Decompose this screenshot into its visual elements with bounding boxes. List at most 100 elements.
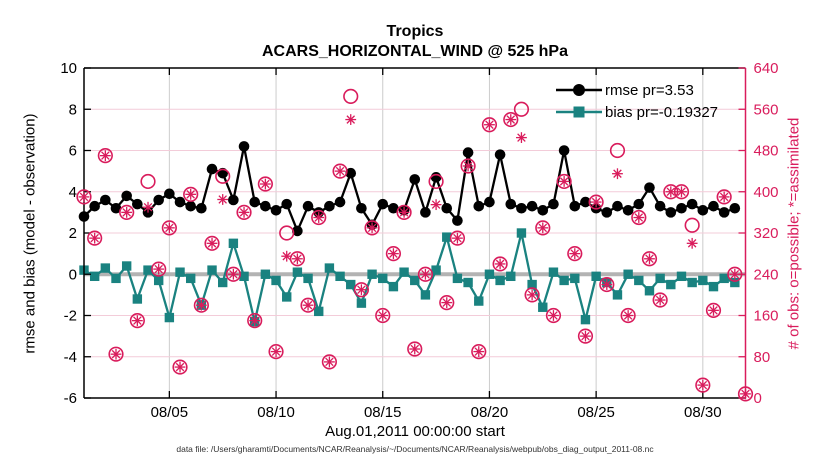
bias-point <box>303 273 313 284</box>
obs-possible-marker <box>215 168 231 184</box>
bias-point <box>474 296 484 306</box>
bias-point <box>463 277 473 288</box>
obs-assimilated-marker <box>195 299 207 311</box>
bias-point <box>164 312 175 323</box>
bias-point <box>282 292 292 302</box>
obs-possible-marker <box>183 186 199 202</box>
obs-possible-marker <box>609 142 626 159</box>
obs-possible-marker <box>727 266 743 282</box>
x-tick-label: 08/30 <box>684 404 722 421</box>
bias-point <box>591 271 601 282</box>
obs-assimilated-marker <box>206 237 218 249</box>
bias-point <box>516 228 527 238</box>
obs-assimilated-marker <box>131 315 143 327</box>
x-tick-label: 08/15 <box>364 404 402 421</box>
rmse-point <box>633 198 645 210</box>
grid-horizontal <box>84 108 746 358</box>
obs-possible-marker <box>481 117 498 133</box>
obs-assimilated-marker <box>270 346 282 357</box>
bias-point <box>431 265 441 275</box>
obs-assimilated-marker <box>697 379 709 391</box>
obs-assimilated-marker <box>238 206 250 218</box>
legend: rmse pr=3.53 bias pr=-0.19327 <box>556 79 718 123</box>
bias-point <box>442 232 452 242</box>
obs-assimilated-marker <box>430 199 442 211</box>
x-tick-labels: 08/05 08/10 08/15 08/20 08/25 08/30 <box>151 404 722 421</box>
obs-assimilated-marker <box>89 232 101 244</box>
obs-possible-marker <box>311 209 327 226</box>
obs-assimilated-marker <box>494 258 506 270</box>
bias-series <box>79 228 740 327</box>
obs-possible-marker <box>716 189 732 205</box>
obs-possible-marker <box>76 189 92 205</box>
obs-assimilated-marker <box>644 253 655 265</box>
rmse-point <box>281 198 293 210</box>
obs-assimilated-marker <box>420 268 431 280</box>
obs-possible-marker <box>439 295 455 311</box>
obs-possible-marker <box>471 343 487 360</box>
obs-assimilated-marker <box>334 165 346 177</box>
bias-point <box>153 275 164 286</box>
rmse-point <box>100 194 111 206</box>
obs-assimilated-marker <box>185 188 197 200</box>
y-tick-label-right: 480 <box>754 143 779 160</box>
chart-subtitle: ACARS_HORIZONTAL_WIND @ 525 hPa <box>261 43 568 60</box>
obs-assimilated-marker <box>601 279 613 290</box>
y-tick-label-right: 320 <box>754 225 779 242</box>
y-tick-label-right: 640 <box>754 60 779 77</box>
bias-point <box>644 286 655 296</box>
rmse-point <box>206 163 218 175</box>
obs-assimilated-marker <box>654 294 666 306</box>
bias-point <box>452 273 463 284</box>
rmse-point <box>228 194 239 206</box>
bias-point <box>335 271 345 282</box>
obs-possible-marker <box>545 307 562 324</box>
bias-point <box>676 271 687 282</box>
bias-point <box>143 265 153 275</box>
rmse-point <box>569 200 581 212</box>
bias-point <box>410 275 420 286</box>
obs-assimilated-marker <box>388 248 399 260</box>
rmse-point <box>388 202 399 214</box>
rmse-point <box>174 196 186 208</box>
obs-possible-marker <box>108 346 124 362</box>
obs-assimilated-marker <box>537 222 549 234</box>
obs-assimilated-marker <box>281 250 293 262</box>
obs-assimilated-marker <box>121 206 133 218</box>
bias-point <box>132 294 143 304</box>
y-tick-label-left: -2 <box>64 308 77 325</box>
obs-possible-marker <box>172 359 188 375</box>
bias-point <box>666 279 676 290</box>
obs-assimilated-marker <box>377 310 389 321</box>
bias-point <box>175 267 185 277</box>
legend-label-bias: bias pr=-0.19327 <box>605 103 718 121</box>
obs-possible-marker <box>97 148 113 164</box>
rmse-point <box>718 207 730 218</box>
bias-point <box>100 263 111 273</box>
rmse-point <box>452 215 463 226</box>
obs-possible-marker <box>556 173 572 190</box>
bias-point <box>314 306 324 317</box>
obs-possible-marker <box>599 276 615 293</box>
obs-assimilated-marker <box>548 310 559 321</box>
rmse-point <box>537 205 549 216</box>
x-tick-label: 08/25 <box>577 404 615 421</box>
obs-possible-marker <box>396 204 412 220</box>
bias-point <box>346 279 356 290</box>
rmse-point <box>516 202 527 214</box>
y-tick-label-left: -4 <box>64 349 77 366</box>
obs-possible-marker <box>257 176 273 192</box>
bias-point <box>484 269 495 279</box>
rmse-point <box>484 196 495 208</box>
rmse-point <box>494 149 506 160</box>
obs-possible-marker <box>268 343 284 360</box>
bias-point <box>580 314 591 325</box>
obs-assimilated-marker <box>345 114 357 125</box>
rmse-point <box>430 172 442 183</box>
obs-possible-marker <box>524 287 540 303</box>
obs-possible-marker <box>87 230 103 246</box>
obs-possible-marker <box>737 386 754 402</box>
obs-assimilated-marker <box>452 232 463 244</box>
legend-marker-rmse-icon <box>556 84 602 96</box>
